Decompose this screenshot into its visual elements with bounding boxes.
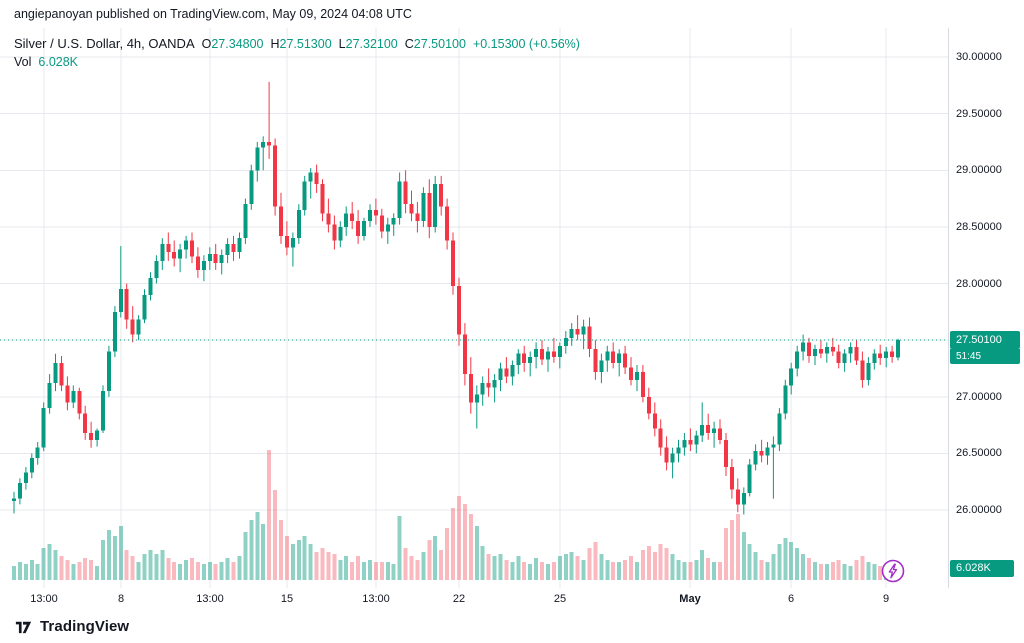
price-axis-label: 29.00000 (956, 164, 1002, 177)
time-axis-label: May (679, 593, 701, 605)
time-axis-label: 25 (553, 593, 567, 605)
volume-axis-badge: 6.028K (950, 559, 1014, 577)
time-axis-label: 6 (787, 593, 795, 605)
price-axis-label: 28.50000 (956, 220, 1002, 233)
price-axis-label: 26.50000 (956, 447, 1002, 460)
time-axis-label: 13:00 (196, 593, 224, 605)
price-axis-label: 27.00000 (956, 390, 1002, 403)
bar-countdown-badge: 51:45 (950, 349, 1020, 364)
tradingview-logo-icon (15, 621, 32, 634)
attribution-text: angiepanoyan published on TradingView.co… (14, 7, 412, 21)
attribution-bar: angiepanoyan published on TradingView.co… (0, 0, 1024, 28)
footer-bar: TradingView (0, 610, 1024, 643)
candlestick-chart[interactable] (0, 28, 948, 588)
time-axis-label: 22 (452, 593, 466, 605)
price-axis-label: 28.00000 (956, 277, 1002, 290)
time-axis[interactable]: 13:00 8 13:00 15 13:00 22 25 May 6 9 (0, 588, 1024, 610)
price-axis-label: 29.50000 (956, 107, 1002, 120)
time-axis-label: 9 (882, 593, 890, 605)
time-axis-label: 15 (280, 593, 294, 605)
lightning-icon (881, 559, 905, 583)
price-axis-border (948, 28, 949, 610)
volume-layer (12, 450, 900, 580)
price-axis[interactable]: 26.0000026.5000027.0000027.5000028.00000… (949, 28, 1024, 588)
candles-layer (12, 81, 900, 515)
tradingview-wordmark: TradingView (40, 618, 130, 635)
grid-layer (0, 28, 948, 588)
price-axis-label: 26.00000 (956, 504, 1002, 516)
tradingview-logo[interactable]: TradingView (13, 616, 129, 637)
instant-trading-button[interactable] (881, 559, 905, 583)
time-axis-label: 13:00 (362, 593, 390, 605)
last-price-badge: 27.50100 (950, 331, 1020, 349)
symbol-title[interactable]: Silver / U.S. Dollar, 4h, OANDA (14, 36, 195, 51)
price-axis-label: 30.00000 (956, 51, 1002, 63)
chart-area[interactable]: Silver / U.S. Dollar, 4h, OANDA O27.3480… (0, 28, 1024, 588)
time-axis-label: 8 (117, 593, 125, 605)
time-axis-label: 13:00 (30, 593, 58, 605)
